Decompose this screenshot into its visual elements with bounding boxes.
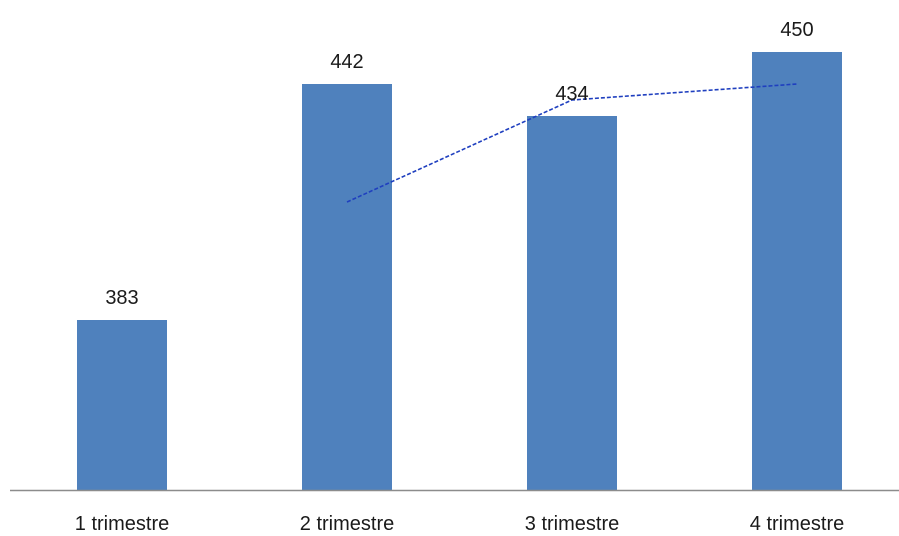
trendline-group xyxy=(346,83,798,203)
data-label-2: 442 xyxy=(330,51,363,73)
bar-4 xyxy=(752,52,842,490)
bars-group xyxy=(77,52,842,490)
x-tick-label-2: 2 trimestre xyxy=(300,513,394,535)
bar-1 xyxy=(77,320,167,490)
bar-3 xyxy=(527,116,617,490)
x-tick-label-3: 3 trimestre xyxy=(525,513,619,535)
trendline xyxy=(346,83,798,203)
data-label-4: 450 xyxy=(780,19,813,41)
x-tick-label-1: 1 trimestre xyxy=(75,513,169,535)
x-tick-label-4: 4 trimestre xyxy=(750,513,844,535)
x-tick-labels-group: 1 trimestre 2 trimestre 3 trimestre 4 trime… xyxy=(75,513,844,535)
data-label-1: 383 xyxy=(105,287,138,309)
data-label-3: 434 xyxy=(555,83,588,105)
data-labels-group: 383 442 434 450 xyxy=(105,19,813,309)
bar-2 xyxy=(302,84,392,490)
